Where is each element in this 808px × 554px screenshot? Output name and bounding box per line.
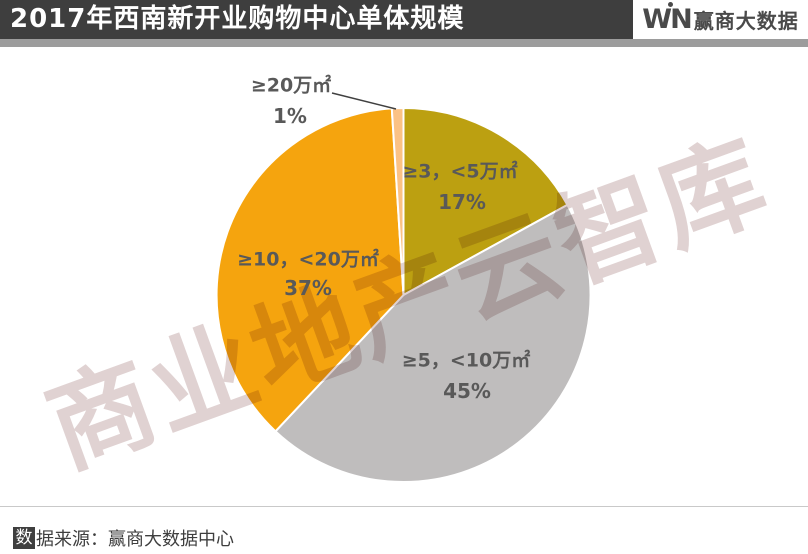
data-source: 数 据来源：赢商大数据中心 <box>13 525 234 551</box>
slice-pct-20plus: 1% <box>273 104 307 128</box>
header-divider-strip <box>0 39 808 47</box>
page-title: 2017年西南新开业购物中心单体规模 <box>10 4 465 34</box>
logo-dot-icon <box>668 2 674 7</box>
slice-pct-10-20: 37% <box>284 276 332 300</box>
footer: 数 据来源：赢商大数据中心 <box>0 506 808 554</box>
source-highlight-char: 数 <box>13 527 35 549</box>
pie-slice-2 <box>215 107 405 433</box>
slice-label-20plus: ≥20万㎡ <box>250 74 332 97</box>
header-bar: 2017年西南新开业购物中心单体规模 <box>0 0 633 39</box>
slice-label-5-10: ≥5，<10万㎡ <box>401 349 531 372</box>
leader-line <box>331 92 397 110</box>
win-logo-icon: WN <box>642 2 693 35</box>
pie-slice-1 <box>274 203 592 483</box>
pie-slice-0 <box>402 106 569 297</box>
slice-label-10-20: ≥10，<20万㎡ <box>237 248 379 271</box>
slice-label-3-5: ≥3，<5万㎡ <box>402 160 518 183</box>
source-text: 据来源：赢商大数据中心 <box>36 529 234 550</box>
brand-name: 赢商大数据 <box>693 9 799 33</box>
brand-logo: WN 赢商大数据 <box>633 0 808 39</box>
slice-pct-3-5: 17% <box>438 190 486 214</box>
slice-pct-5-10: 45% <box>443 379 491 403</box>
